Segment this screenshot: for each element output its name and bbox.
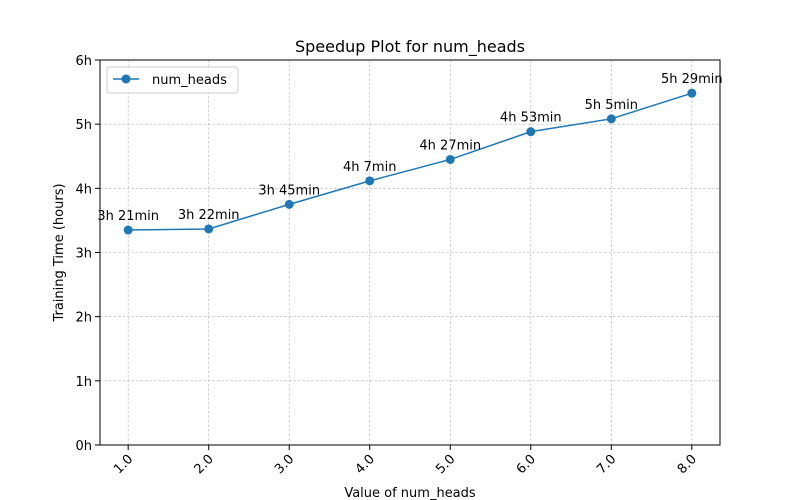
data-label: 3h 21min: [97, 209, 159, 224]
legend: num_heads: [106, 66, 239, 94]
data-labels: 3h 21min 3h 22min 3h 45min 4h 7min 4h 27min 4…: [97, 72, 722, 224]
data-point: [687, 88, 697, 98]
data-label: 4h 27min: [419, 138, 481, 153]
y-tick-label: 2h: [75, 311, 92, 326]
grid-lines: [100, 59, 720, 446]
series-layer: [123, 88, 697, 235]
y-tick-label: 3h: [75, 247, 92, 262]
data-point: [606, 114, 616, 124]
data-label: 5h 29min: [661, 72, 723, 87]
y-tick-label: 6h: [75, 54, 92, 69]
data-point: [526, 127, 536, 137]
data-label: 3h 22min: [178, 208, 240, 223]
data-label: 4h 7min: [343, 160, 396, 175]
legend-entry-num-heads: num_heads: [152, 73, 227, 88]
series-line-num-heads: [128, 92, 693, 231]
y-tick-label: 5h: [75, 118, 92, 133]
y-tick-label: 0h: [75, 439, 92, 454]
data-point: [365, 176, 375, 186]
y-axis-label: Training Time (hours): [52, 183, 67, 322]
data-point: [445, 154, 455, 164]
data-label: 4h 53min: [500, 111, 562, 126]
y-tick-label: 4h: [75, 182, 92, 197]
chart-title: Speedup Plot for num_heads: [295, 37, 525, 57]
data-label: 5h 5min: [585, 98, 638, 113]
x-axis-label: Value of num_heads: [344, 486, 476, 500]
legend-marker-swatch: [121, 74, 131, 84]
data-point: [123, 225, 133, 235]
data-point: [204, 224, 214, 234]
legend-box: [106, 66, 239, 94]
data-point: [284, 199, 294, 209]
data-label: 3h 45min: [258, 183, 320, 198]
y-tick-label: 1h: [75, 375, 92, 390]
